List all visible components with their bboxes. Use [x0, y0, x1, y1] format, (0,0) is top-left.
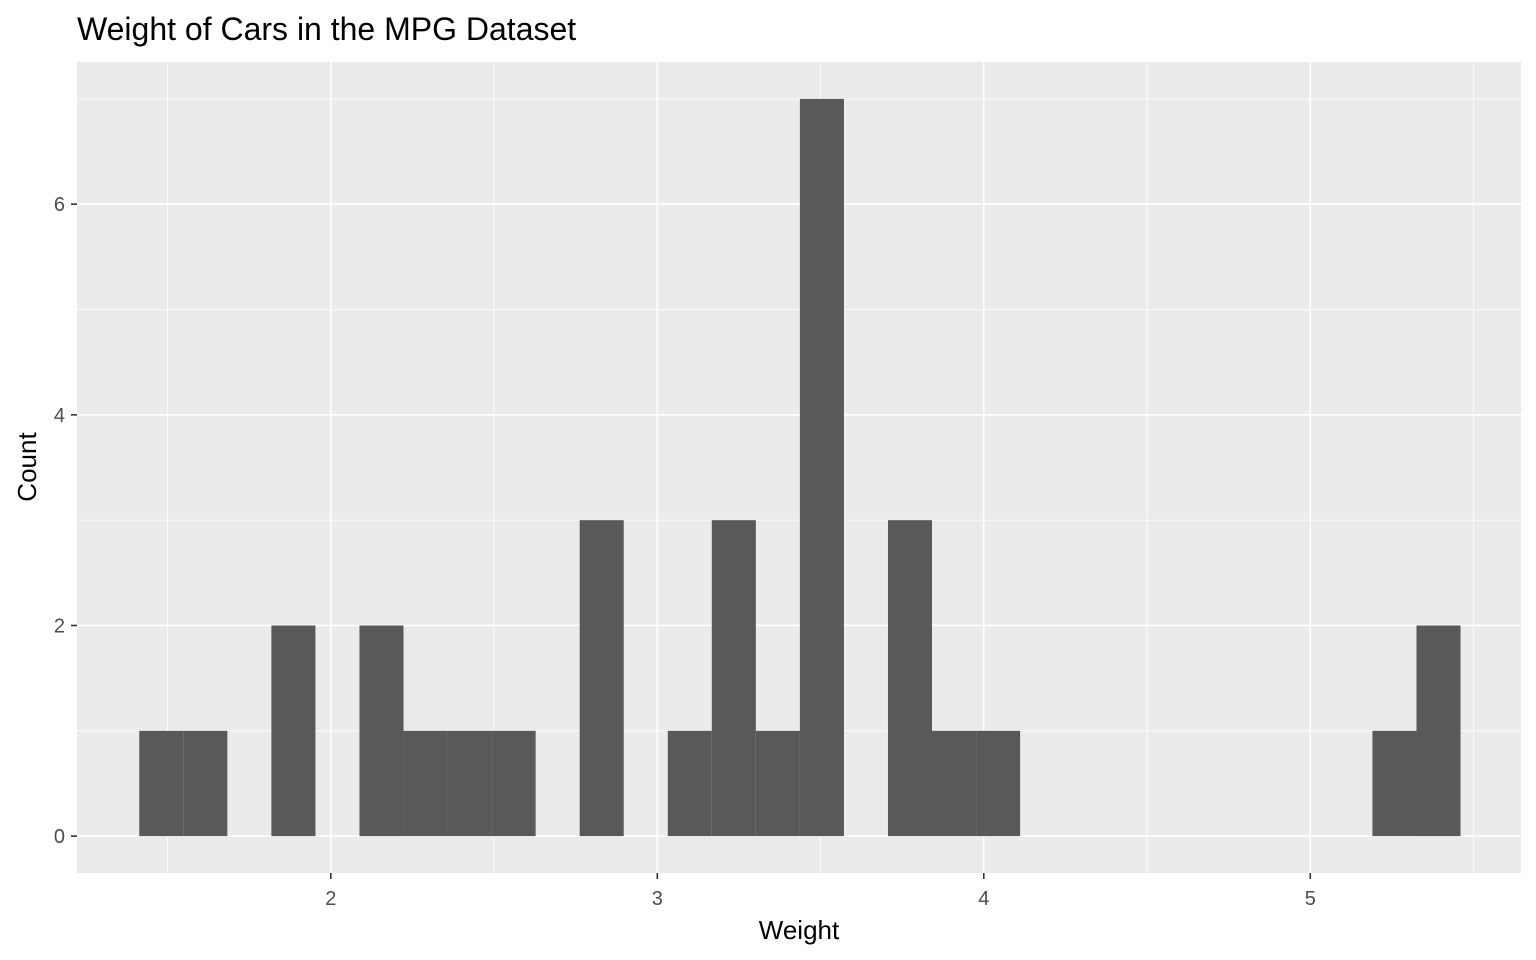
histogram-bar [403, 730, 448, 837]
histogram-bar [667, 730, 712, 837]
y-axis-title: Count [12, 432, 42, 502]
histogram-bar [1372, 730, 1417, 837]
histogram-bar [755, 730, 800, 837]
y-tick-label: 6 [54, 194, 65, 216]
histogram-bar [932, 730, 977, 837]
y-tick-label: 4 [54, 405, 65, 427]
histogram-bar [887, 520, 933, 837]
histogram-bar [579, 520, 624, 837]
y-tick-label: 2 [54, 615, 65, 637]
histogram-bar [359, 625, 404, 837]
histogram-bar [447, 730, 492, 837]
histogram-bars [139, 98, 1461, 837]
histogram-bar [799, 98, 844, 837]
x-axis-title: Weight [759, 915, 840, 945]
x-tick-label: 5 [1305, 888, 1316, 910]
histogram-bar [976, 730, 1021, 837]
histogram-bar [271, 625, 316, 837]
x-axis: 2 3 4 5 [325, 873, 1316, 910]
x-tick-label: 4 [978, 888, 989, 910]
histogram-bar [139, 730, 184, 837]
histogram-bar [491, 730, 536, 837]
major-gridlines [77, 62, 1521, 873]
y-tick-label: 0 [54, 826, 65, 848]
y-axis: 0 2 4 6 [54, 194, 77, 848]
x-tick-label: 3 [652, 888, 663, 910]
x-tick-label: 2 [325, 888, 336, 910]
histogram-bar [711, 520, 756, 837]
chart-title: Weight of Cars in the MPG Dataset [77, 11, 576, 47]
histogram-bar [183, 730, 228, 837]
histogram-bar [1416, 625, 1461, 837]
